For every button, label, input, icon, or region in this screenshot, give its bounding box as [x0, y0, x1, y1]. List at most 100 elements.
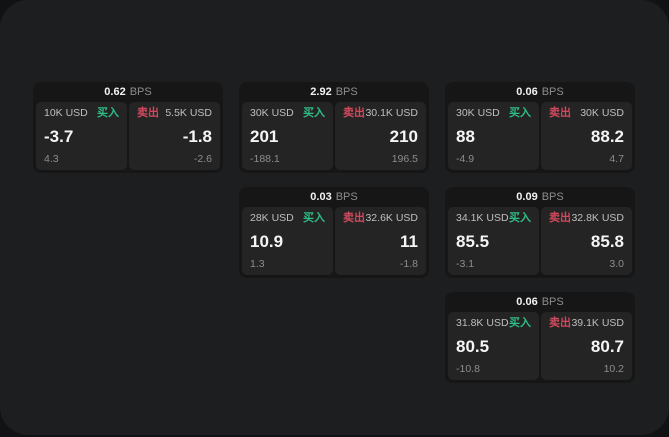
- sell-amount: 30K USD: [580, 107, 624, 120]
- sell-cell-top: 卖出 32.8K USD: [549, 213, 624, 224]
- sell-cell-top: 卖出 30.1K USD: [343, 108, 418, 119]
- buy-side-label: 买入: [509, 317, 531, 329]
- sell-price: 88.2: [590, 126, 624, 146]
- buy-delta: -3.1: [456, 257, 475, 270]
- sell-side-label: 卖出: [343, 212, 365, 224]
- bps-value: 0.06: [516, 85, 538, 98]
- sell-cell-top: 卖出 30K USD: [549, 108, 624, 119]
- sell-side-label: 卖出: [137, 107, 159, 119]
- bps-unit-label: BPS: [335, 190, 358, 203]
- sell-price: 85.8: [590, 231, 624, 251]
- sell-price: -1.8: [182, 126, 212, 146]
- bps-unit-label: BPS: [541, 295, 564, 308]
- quote-card: 0.62 BPS 10K USD 买入 -3.7 4.3 卖出 5.5K USD…: [33, 82, 223, 173]
- buy-quote-cell[interactable]: 10K USD 买入 -3.7 4.3: [36, 102, 127, 170]
- buy-price: 10.9: [250, 231, 284, 251]
- buy-delta: -4.9: [456, 152, 475, 165]
- sell-price: 210: [389, 126, 418, 146]
- quote-card: 0.03 BPS 28K USD 买入 10.9 1.3 卖出 32.6K US…: [239, 187, 429, 278]
- sell-side-label: 卖出: [549, 107, 571, 119]
- sell-cell-top: 卖出 39.1K USD: [549, 318, 624, 329]
- buy-amount: 10K USD: [44, 107, 88, 120]
- bps-header: 2.92 BPS: [242, 82, 426, 102]
- buy-quote-cell[interactable]: 30K USD 买入 201 -188.1: [242, 102, 333, 170]
- buy-quote-cell[interactable]: 34.1K USD 买入 85.5 -3.1: [448, 207, 539, 275]
- sell-delta: -1.8: [399, 257, 418, 270]
- quote-card: 0.06 BPS 31.8K USD 买入 80.5 -10.8 卖出 39.1…: [445, 292, 635, 383]
- sell-side-label: 卖出: [343, 107, 365, 119]
- quote-card: 0.06 BPS 30K USD 买入 88 -4.9 卖出 30K USD 8…: [445, 82, 635, 173]
- quote-card-body: 30K USD 买入 201 -188.1 卖出 30.1K USD 210 1…: [242, 102, 426, 170]
- buy-quote-cell[interactable]: 31.8K USD 买入 80.5 -10.8: [448, 312, 539, 380]
- buy-price: 80.5: [456, 336, 490, 356]
- bps-header: 0.06 BPS: [448, 82, 632, 102]
- buy-side-label: 买入: [303, 107, 325, 119]
- sell-amount: 5.5K USD: [165, 107, 212, 120]
- buy-cell-top: 30K USD 买入: [250, 108, 325, 119]
- buy-delta: 1.3: [250, 257, 265, 270]
- buy-cell-top: 30K USD 买入: [456, 108, 531, 119]
- bps-value: 0.06: [516, 295, 538, 308]
- buy-delta: -188.1: [250, 152, 280, 165]
- bps-unit-label: BPS: [129, 85, 152, 98]
- sell-delta: 4.7: [609, 152, 624, 165]
- sell-cell-top: 卖出 5.5K USD: [137, 108, 212, 119]
- sell-cell-top: 卖出 32.6K USD: [343, 213, 418, 224]
- buy-price: 88: [456, 126, 475, 146]
- buy-amount: 28K USD: [250, 212, 294, 225]
- quote-card-body: 34.1K USD 买入 85.5 -3.1 卖出 32.8K USD 85.8…: [448, 207, 632, 275]
- bps-value: 0.03: [310, 190, 332, 203]
- bps-header: 0.03 BPS: [242, 187, 426, 207]
- buy-price: -3.7: [44, 126, 74, 146]
- sell-price: 80.7: [590, 336, 624, 356]
- buy-amount: 34.1K USD: [456, 212, 509, 225]
- buy-quote-cell[interactable]: 28K USD 买入 10.9 1.3: [242, 207, 333, 275]
- bps-header: 0.62 BPS: [36, 82, 220, 102]
- sell-quote-cell[interactable]: 卖出 32.6K USD 11 -1.8: [335, 207, 426, 275]
- sell-amount: 30.1K USD: [365, 107, 418, 120]
- quote-card: 0.09 BPS 34.1K USD 买入 85.5 -3.1 卖出 32.8K…: [445, 187, 635, 278]
- buy-delta: 4.3: [44, 152, 59, 165]
- quote-card-body: 10K USD 买入 -3.7 4.3 卖出 5.5K USD -1.8 -2.…: [36, 102, 220, 170]
- buy-cell-top: 34.1K USD 买入: [456, 213, 531, 224]
- bps-unit-label: BPS: [541, 85, 564, 98]
- buy-price: 201: [250, 126, 279, 146]
- sell-delta: 3.0: [609, 257, 624, 270]
- buy-side-label: 买入: [97, 107, 119, 119]
- sell-price: 11: [400, 231, 418, 251]
- bps-unit-label: BPS: [335, 85, 358, 98]
- buy-cell-top: 31.8K USD 买入: [456, 318, 531, 329]
- bps-value: 0.62: [104, 85, 126, 98]
- sell-quote-cell[interactable]: 卖出 30.1K USD 210 196.5: [335, 102, 426, 170]
- quote-card-body: 31.8K USD 买入 80.5 -10.8 卖出 39.1K USD 80.…: [448, 312, 632, 380]
- quote-card-body: 30K USD 买入 88 -4.9 卖出 30K USD 88.2 4.7: [448, 102, 632, 170]
- sell-side-label: 卖出: [549, 212, 571, 224]
- buy-price: 85.5: [456, 231, 490, 251]
- sell-delta: -2.6: [193, 152, 212, 165]
- buy-amount: 31.8K USD: [456, 317, 509, 330]
- buy-cell-top: 28K USD 买入: [250, 213, 325, 224]
- sell-quote-cell[interactable]: 卖出 39.1K USD 80.7 10.2: [541, 312, 632, 380]
- quote-card: 2.92 BPS 30K USD 买入 201 -188.1 卖出 30.1K …: [239, 82, 429, 173]
- sell-quote-cell[interactable]: 卖出 30K USD 88.2 4.7: [541, 102, 632, 170]
- sell-delta: 10.2: [603, 362, 624, 375]
- buy-amount: 30K USD: [456, 107, 500, 120]
- bps-unit-label: BPS: [541, 190, 564, 203]
- bps-value: 2.92: [310, 85, 332, 98]
- buy-delta: -10.8: [456, 362, 480, 375]
- bps-header: 0.09 BPS: [448, 187, 632, 207]
- buy-side-label: 买入: [509, 212, 531, 224]
- sell-amount: 32.6K USD: [365, 212, 418, 225]
- bps-value: 0.09: [516, 190, 538, 203]
- buy-side-label: 买入: [303, 212, 325, 224]
- sell-quote-cell[interactable]: 卖出 5.5K USD -1.8 -2.6: [129, 102, 220, 170]
- buy-amount: 30K USD: [250, 107, 294, 120]
- buy-side-label: 买入: [509, 107, 531, 119]
- buy-quote-cell[interactable]: 30K USD 买入 88 -4.9: [448, 102, 539, 170]
- sell-amount: 32.8K USD: [571, 212, 624, 225]
- quote-card-body: 28K USD 买入 10.9 1.3 卖出 32.6K USD 11 -1.8: [242, 207, 426, 275]
- bps-header: 0.06 BPS: [448, 292, 632, 312]
- sell-quote-cell[interactable]: 卖出 32.8K USD 85.8 3.0: [541, 207, 632, 275]
- sell-delta: 196.5: [391, 152, 418, 165]
